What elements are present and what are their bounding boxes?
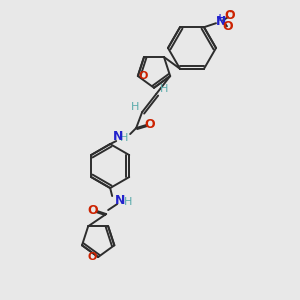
Text: O: O — [223, 20, 233, 33]
Text: O: O — [145, 118, 155, 130]
Text: N: N — [216, 15, 226, 28]
Text: +: + — [216, 13, 224, 23]
Text: H: H — [160, 84, 168, 94]
Text: N: N — [115, 194, 125, 206]
Text: O: O — [225, 9, 235, 22]
Text: N: N — [113, 130, 123, 142]
Text: H: H — [120, 133, 128, 143]
Text: O: O — [88, 203, 98, 217]
Text: H: H — [131, 102, 140, 112]
Text: H: H — [124, 197, 132, 207]
Text: O: O — [138, 71, 148, 81]
Text: O: O — [88, 252, 97, 262]
Text: -: - — [229, 7, 233, 17]
